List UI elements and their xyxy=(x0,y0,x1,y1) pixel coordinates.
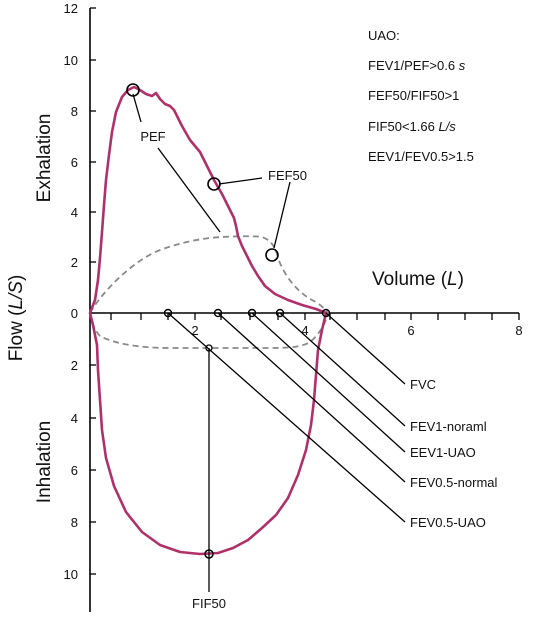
y-axis-title: Flow (L/S) xyxy=(6,275,27,362)
y-tick-marks xyxy=(90,7,96,575)
y-tick-label: 10 xyxy=(64,53,78,68)
y-tick-label: 4 xyxy=(71,205,78,220)
criteria-line: FEF50/FIF50>1 xyxy=(368,88,459,103)
fev1-uao-point xyxy=(247,308,257,318)
fev05-uao-point xyxy=(163,308,173,318)
inhalation-label: Inhalation xyxy=(34,421,55,503)
y-tick-label: 8 xyxy=(71,515,78,530)
y-tick-label: 6 xyxy=(71,463,78,478)
fev05-normal-point xyxy=(213,308,223,318)
criteria-line: EEV1/FEV0.5>1.5 xyxy=(368,149,474,164)
criteria-line: FEV1/PEF>0.6 s xyxy=(368,58,466,73)
fev05-normal-label: FEV0.5-normal xyxy=(410,475,498,490)
y-tick-label: 2 xyxy=(71,358,78,373)
criteria-line: FIF50<1.66 L/s xyxy=(368,119,456,134)
y-tick-label: 0 xyxy=(71,306,78,321)
criteria-heading: UAO: xyxy=(368,28,400,43)
y-tick-label: 6 xyxy=(71,155,78,170)
y-tick-label: 8 xyxy=(71,104,78,119)
fev05-uao-label: FEV0.5-UAO xyxy=(410,515,486,530)
y-tick-label: 10 xyxy=(64,567,78,582)
fif50-label: FIF50 xyxy=(192,596,226,611)
x-tick-label: 2 xyxy=(191,323,198,338)
x-tick-label: 4 xyxy=(301,323,308,338)
x-tick-label: 8 xyxy=(515,323,522,338)
x-axis-title: Volume (L) xyxy=(372,269,464,290)
fvc-label: FVC xyxy=(410,377,436,392)
y-tick-label: 12 xyxy=(64,1,78,16)
leader-lines xyxy=(132,93,406,592)
fev1-uao-label: EEV1-UAO xyxy=(410,445,476,460)
fev1-normal-label: FEV1-noraml xyxy=(410,419,487,434)
fvc-point xyxy=(321,308,331,318)
y-tick-label: 2 xyxy=(71,255,78,270)
fev1-normal-point xyxy=(275,308,285,318)
fef50-label: FEF50 xyxy=(268,168,307,183)
x-tick-label: 6 xyxy=(407,323,414,338)
pef-label: PEF xyxy=(140,129,165,144)
uao-loop-curve xyxy=(88,85,328,556)
fef50-normal-marker xyxy=(265,248,279,262)
y-tick-label: 4 xyxy=(71,411,78,426)
normal-loop-curve xyxy=(89,235,329,349)
exhalation-label: Exhalation xyxy=(34,114,55,203)
